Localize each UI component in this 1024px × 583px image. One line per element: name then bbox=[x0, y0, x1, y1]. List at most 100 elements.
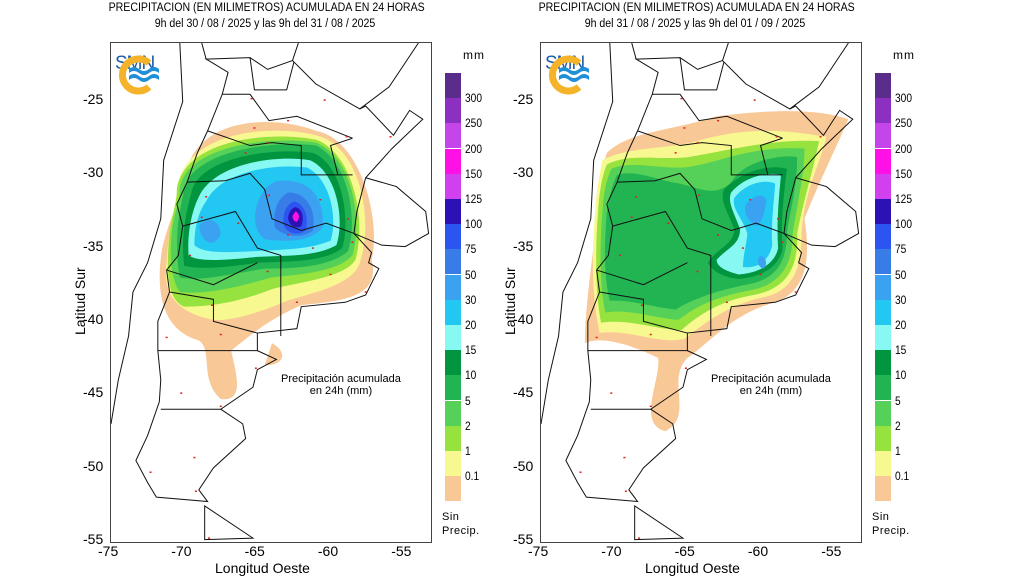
station-marker bbox=[219, 405, 222, 408]
note-line-1: Precipitación acumulada bbox=[281, 373, 401, 385]
station-marker bbox=[579, 471, 582, 473]
tierra-del-fuego-outline bbox=[205, 506, 253, 540]
legend-color-band bbox=[445, 476, 461, 502]
station-marker bbox=[696, 270, 699, 273]
station-marker bbox=[674, 152, 677, 154]
legend-label: 300 bbox=[465, 91, 483, 106]
station-marker bbox=[189, 254, 192, 257]
station-marker bbox=[696, 141, 699, 144]
precip-contour-50mm bbox=[745, 195, 767, 269]
station-marker bbox=[781, 241, 784, 243]
station-marker bbox=[624, 490, 627, 492]
station-marker bbox=[630, 216, 633, 219]
x-tick-label: -60 bbox=[747, 543, 769, 559]
legend-color-band bbox=[875, 425, 891, 451]
legend-label: 100 bbox=[895, 217, 913, 232]
y-tick-label: -45 bbox=[513, 384, 534, 401]
legend-label: 200 bbox=[895, 141, 913, 156]
legend-color-band bbox=[445, 400, 461, 426]
y-tick-label: -30 bbox=[513, 164, 534, 181]
legend-color-band bbox=[445, 123, 461, 149]
map1-legend: 300 250 200 150 125 100 75 50 30 20 15 10 5 2 1 0.1 bbox=[445, 73, 505, 503]
legend-color-band bbox=[445, 274, 461, 300]
legend-label: 250 bbox=[895, 116, 913, 131]
legend-label: 0.1 bbox=[895, 469, 910, 484]
legend-label: 15 bbox=[465, 343, 477, 358]
legend-color-band bbox=[445, 148, 461, 174]
x-tick-label: -55 bbox=[821, 543, 842, 559]
y-tick-label: -25 bbox=[513, 91, 534, 107]
station-marker bbox=[717, 234, 720, 236]
station-marker bbox=[610, 392, 613, 394]
legend-color-band bbox=[875, 98, 891, 124]
x-tick-label: -65 bbox=[244, 543, 265, 559]
station-marker bbox=[287, 234, 290, 236]
station-marker bbox=[725, 301, 728, 304]
legend-color-band bbox=[445, 249, 461, 275]
no-precip-line-1: Sin bbox=[442, 511, 460, 523]
province-borders bbox=[158, 58, 354, 410]
station-marker bbox=[753, 99, 756, 101]
station-marker bbox=[819, 136, 822, 138]
legend-color-band bbox=[875, 249, 891, 275]
station-marker bbox=[640, 304, 644, 306]
legend-label: 30 bbox=[465, 292, 477, 307]
legend-color-band bbox=[875, 173, 891, 199]
y-tick-label: -45 bbox=[83, 384, 104, 401]
legend-color-band bbox=[875, 199, 891, 224]
station-marker bbox=[180, 392, 183, 394]
smn-logo: SMN bbox=[545, 53, 591, 115]
station-marker bbox=[254, 367, 257, 369]
legend-color-band bbox=[445, 199, 461, 224]
y-tick-label: -35 bbox=[83, 237, 104, 254]
map2-svg bbox=[541, 43, 862, 543]
legend-color-band bbox=[875, 451, 891, 476]
y-axis-label: Latitud Sur bbox=[502, 267, 518, 335]
station-marker bbox=[741, 247, 745, 249]
legend-color-band bbox=[875, 274, 891, 300]
x-tick-label: -60 bbox=[317, 543, 339, 559]
uruguay-outline bbox=[354, 178, 429, 247]
legend-label: 10 bbox=[465, 368, 477, 383]
map2-note: Precipitación acumulada en 24h (mm) bbox=[711, 373, 831, 397]
station-marker bbox=[775, 136, 778, 138]
map1-panel: SMN Precipitación acumulada en 24h (mm) bbox=[110, 42, 432, 543]
note-line-1: Precipitación acumulada bbox=[711, 373, 831, 385]
chile-coast bbox=[541, 43, 613, 424]
legend-color-band bbox=[875, 350, 891, 376]
station-marker bbox=[749, 199, 752, 201]
legend-color-band bbox=[875, 224, 891, 250]
station-marker bbox=[649, 333, 652, 336]
legend-color-band bbox=[445, 299, 461, 325]
map1-subtitle: 9h del 30 / 08 / 2025 y las 9h del 31 / … bbox=[154, 18, 376, 30]
legend-color-band bbox=[875, 325, 891, 350]
legend-label: 125 bbox=[895, 192, 913, 206]
legend-label: 200 bbox=[465, 141, 483, 156]
y-tick-label: -40 bbox=[513, 310, 534, 327]
legend-color-band bbox=[875, 73, 891, 98]
legend-color-band bbox=[875, 123, 891, 149]
precip-contour-200mm bbox=[292, 211, 299, 222]
legend-label: 50 bbox=[895, 267, 907, 282]
x-tick-label: -75 bbox=[528, 543, 549, 559]
legend-unit: mm bbox=[893, 48, 915, 62]
station-marker bbox=[759, 273, 762, 276]
province-borders bbox=[588, 58, 784, 410]
x-tick-label: -65 bbox=[674, 543, 695, 559]
station-marker bbox=[698, 194, 701, 197]
no-precip-line-2: Precip. bbox=[442, 525, 480, 537]
station-marker bbox=[683, 127, 686, 129]
station-marker bbox=[208, 537, 211, 539]
legend-color-band bbox=[445, 375, 461, 401]
station-marker bbox=[623, 456, 626, 459]
station-marker bbox=[194, 490, 197, 492]
map1-note: Precipitación acumulada en 24h (mm) bbox=[281, 373, 401, 397]
chile-coast bbox=[111, 43, 183, 424]
station-marker bbox=[165, 336, 168, 339]
legend-label: 75 bbox=[895, 242, 907, 257]
legend-label: 20 bbox=[895, 318, 907, 332]
y-tick-label: -35 bbox=[513, 237, 534, 254]
station-marker bbox=[635, 196, 638, 198]
legend-label: 150 bbox=[465, 166, 483, 181]
y-tick-label: -25 bbox=[83, 91, 104, 107]
